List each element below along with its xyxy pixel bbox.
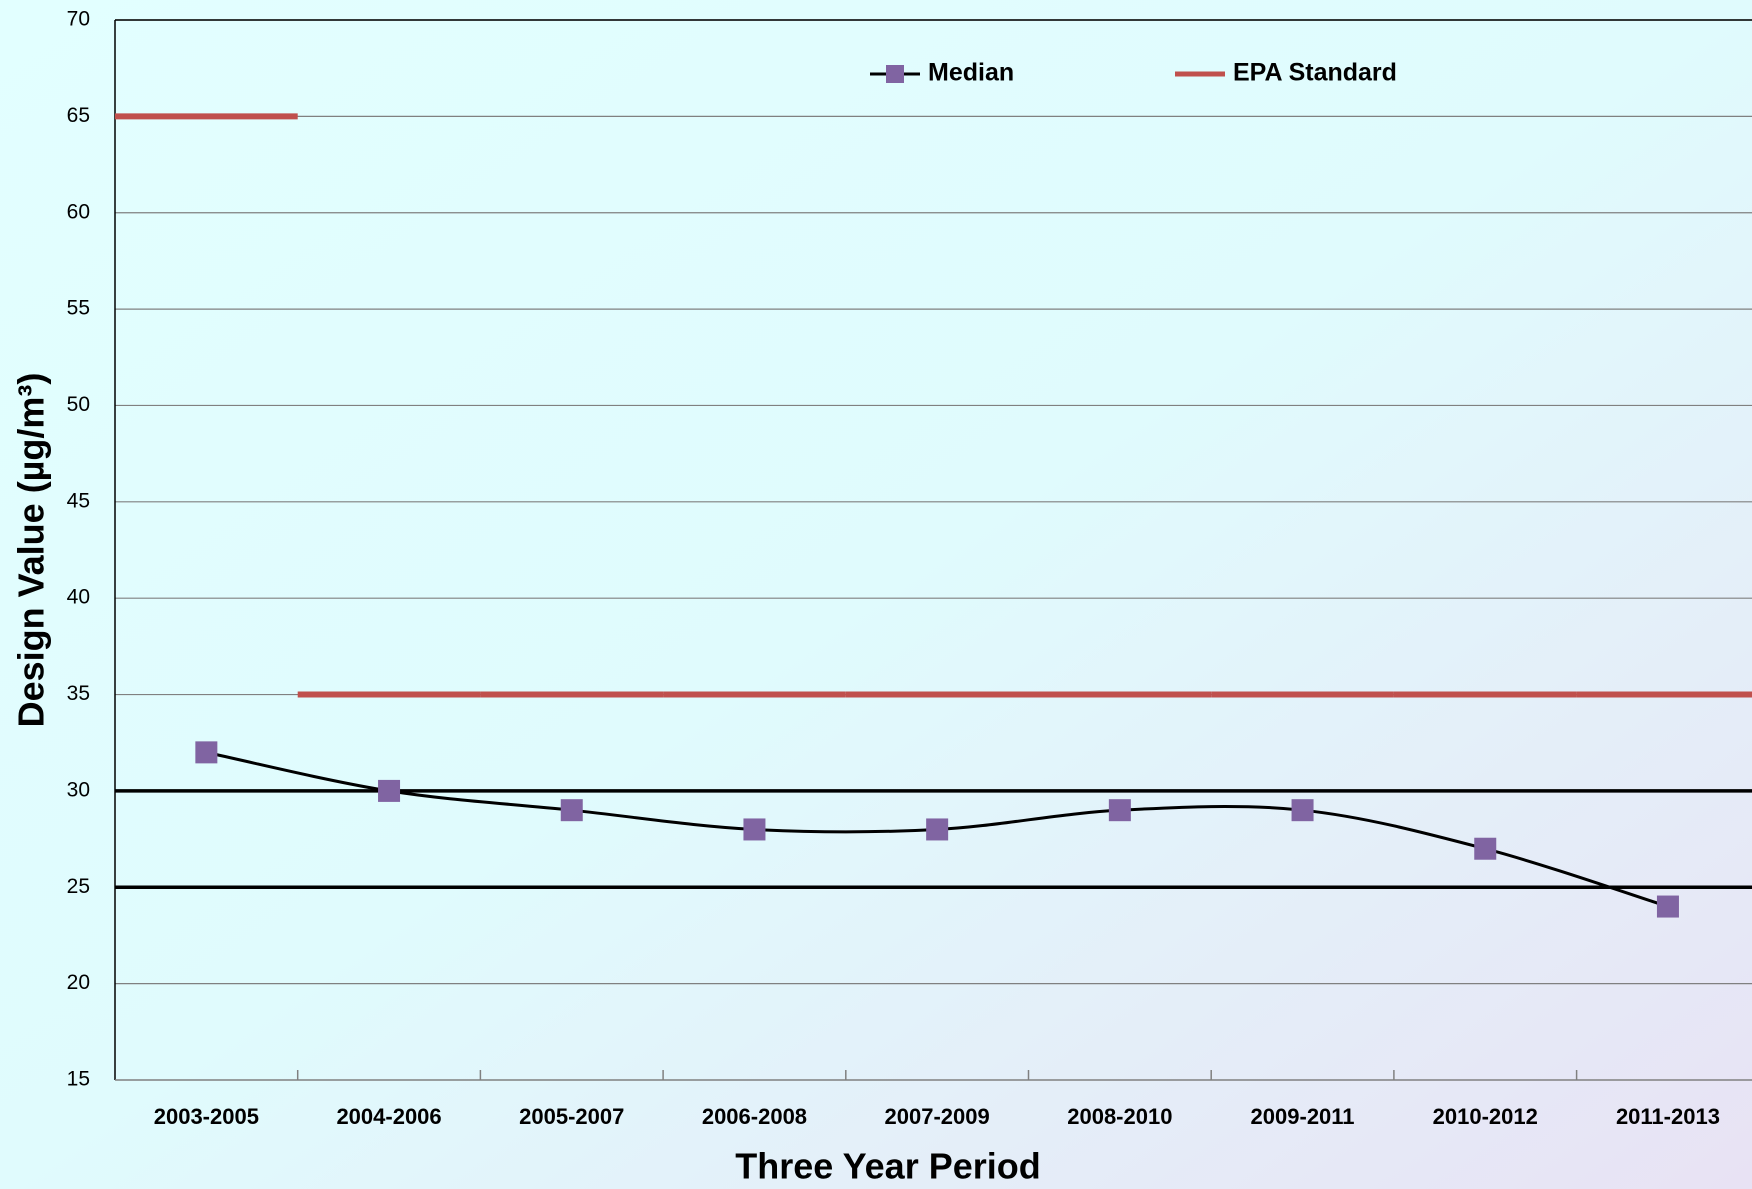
y-tick-label: 15 — [67, 1068, 90, 1091]
median-marker — [1291, 799, 1314, 822]
x-tick-label: 2005-2007 — [519, 1104, 624, 1129]
y-tick-label: 70 — [67, 8, 90, 31]
median-marker — [926, 818, 949, 841]
y-tick-label: 20 — [67, 971, 90, 994]
y-tick-label: 35 — [67, 682, 90, 705]
median-marker — [1474, 837, 1497, 860]
y-tick-label: 25 — [67, 875, 90, 898]
y-tick-label: 55 — [67, 297, 90, 320]
x-tick-label: 2007-2009 — [885, 1104, 990, 1129]
x-tick-label: 2010-2012 — [1433, 1104, 1538, 1129]
median-marker — [195, 741, 218, 764]
median-marker — [743, 818, 766, 841]
median-marker — [1108, 799, 1131, 822]
y-tick-label: 50 — [67, 393, 90, 416]
median-marker — [560, 799, 583, 822]
legend-marker — [886, 65, 904, 83]
legend-label: EPA Standard — [1233, 59, 1397, 87]
y-tick-label: 65 — [67, 104, 90, 127]
x-tick-label: 2011-2013 — [1616, 1104, 1720, 1129]
median-marker — [378, 779, 401, 802]
y-tick-label: 40 — [67, 586, 90, 609]
y-tick-label: 30 — [67, 778, 90, 801]
x-tick-label: 2003-2005 — [154, 1104, 259, 1129]
x-tick-label: 2008-2010 — [1067, 1104, 1172, 1129]
x-tick-label: 2006-2008 — [702, 1104, 807, 1129]
x-tick-label: 2004-2006 — [336, 1104, 441, 1129]
y-axis-title: Design Value (µg/m³) — [11, 373, 52, 728]
x-axis-title: Three Year Period — [735, 1146, 1041, 1187]
x-tick-label: 2009-2011 — [1251, 1104, 1355, 1129]
legend-label: Median — [928, 59, 1014, 87]
y-tick-label: 45 — [67, 489, 90, 512]
y-tick-label: 60 — [67, 200, 90, 223]
median-marker — [1656, 895, 1679, 918]
